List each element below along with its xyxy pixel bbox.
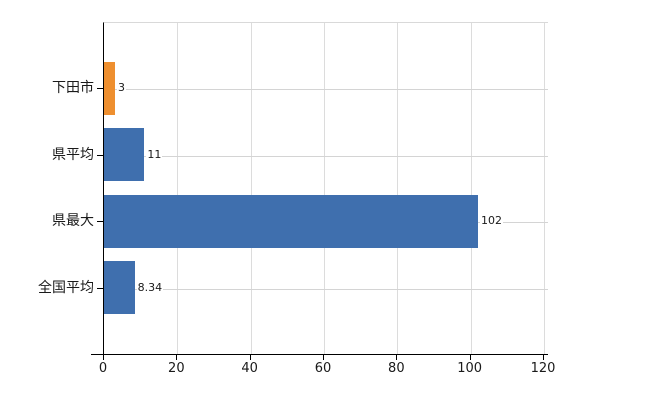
x-axis-tick [103,355,104,360]
category-gridline [104,89,548,91]
x-tick-label: 0 [98,361,108,376]
x-axis-tick [543,355,544,360]
x-gridline [324,23,325,354]
x-gridline [177,23,179,354]
x-tick-label: 120 [530,361,556,376]
x-gridline [544,23,545,354]
x-axis-tick [249,355,251,360]
bar-1 [104,61,115,115]
x-tick-label: 60 [314,361,332,376]
bar-4 [104,261,135,315]
y-axis-tick [97,221,103,223]
bar-3 [104,194,478,248]
x-gridline [250,23,252,354]
category-label: 全国平均 [38,279,94,296]
x-axis-line [91,354,548,355]
value-label: 8.34 [136,280,164,295]
bar-2 [104,128,145,182]
value-label: 11 [146,147,163,162]
category-gridline [104,155,548,157]
category-label: 下田市 [52,80,94,97]
x-axis-tick [323,355,324,360]
y-axis-tick [97,287,103,289]
x-gridline [470,23,472,354]
value-label: 3 [117,81,126,96]
x-tick-label: 80 [388,361,405,376]
category-label: 県最大 [52,213,94,230]
plot-area [103,22,548,354]
y-axis-tick [97,88,103,90]
category-gridline [104,288,548,290]
x-gridline [397,23,399,354]
x-axis-tick [469,355,471,360]
value-label: 102 [480,214,503,229]
x-tick-label: 40 [241,361,258,376]
x-axis-tick [176,355,178,360]
y-axis-tick [97,154,103,156]
x-tick-label: 100 [457,361,483,376]
x-axis-tick [396,355,398,360]
category-label: 県平均 [52,146,94,163]
x-tick-label: 20 [168,361,185,376]
